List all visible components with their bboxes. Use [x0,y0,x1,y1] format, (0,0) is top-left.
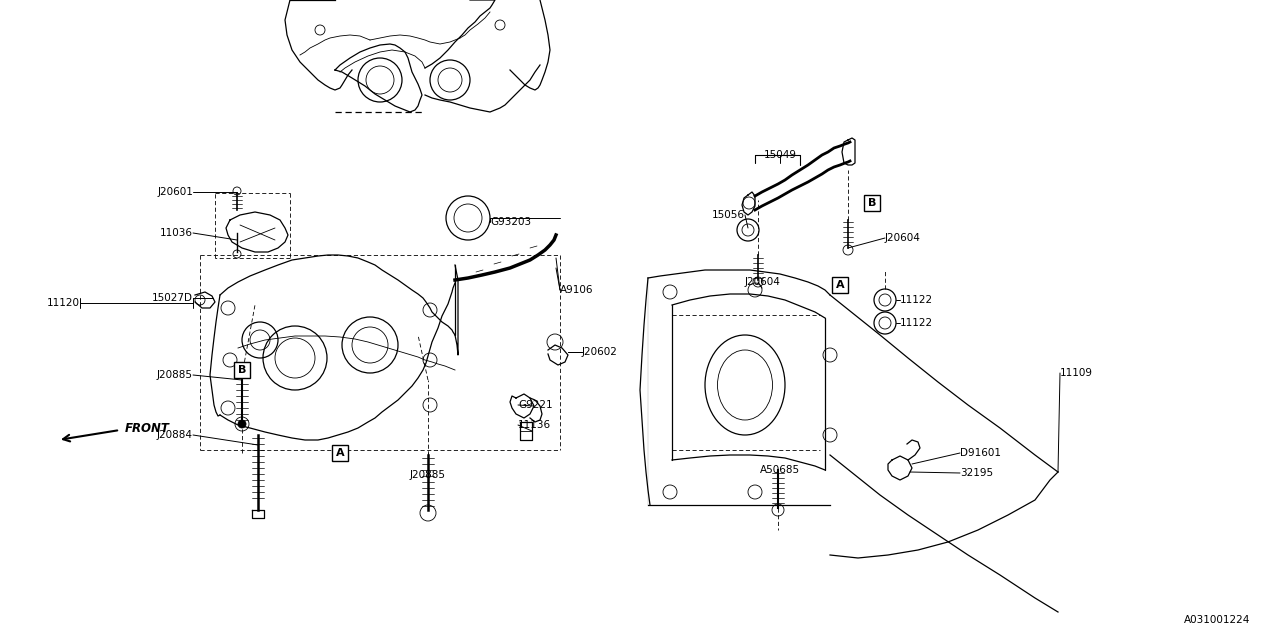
Text: D91601: D91601 [960,448,1001,458]
Text: 15056: 15056 [712,210,745,220]
Text: J20601: J20601 [157,187,193,197]
Text: 11136: 11136 [518,420,552,430]
Text: J20602: J20602 [582,347,618,357]
Circle shape [238,420,246,428]
Text: J20604: J20604 [884,233,920,243]
Text: 11036: 11036 [160,228,193,238]
Text: J20884: J20884 [157,430,193,440]
Text: 11122: 11122 [900,295,933,305]
Text: 11122: 11122 [900,318,933,328]
Text: 32195: 32195 [960,468,993,478]
Text: J20885: J20885 [157,370,193,380]
Text: G93203: G93203 [490,217,531,227]
Text: B: B [868,198,877,208]
Text: 15049: 15049 [763,150,796,160]
Text: A9106: A9106 [561,285,594,295]
Text: G9221: G9221 [518,400,553,410]
Text: 15027D: 15027D [152,293,193,303]
Text: 11109: 11109 [1060,368,1093,378]
Text: J20885: J20885 [410,470,445,480]
Text: FRONT: FRONT [125,422,170,435]
Text: B: B [238,365,246,375]
Text: A031001224: A031001224 [1184,615,1251,625]
Text: A50685: A50685 [760,465,800,475]
Text: A: A [335,448,344,458]
Text: J20604: J20604 [744,277,780,287]
Text: A: A [836,280,845,290]
Text: 11120: 11120 [47,298,79,308]
